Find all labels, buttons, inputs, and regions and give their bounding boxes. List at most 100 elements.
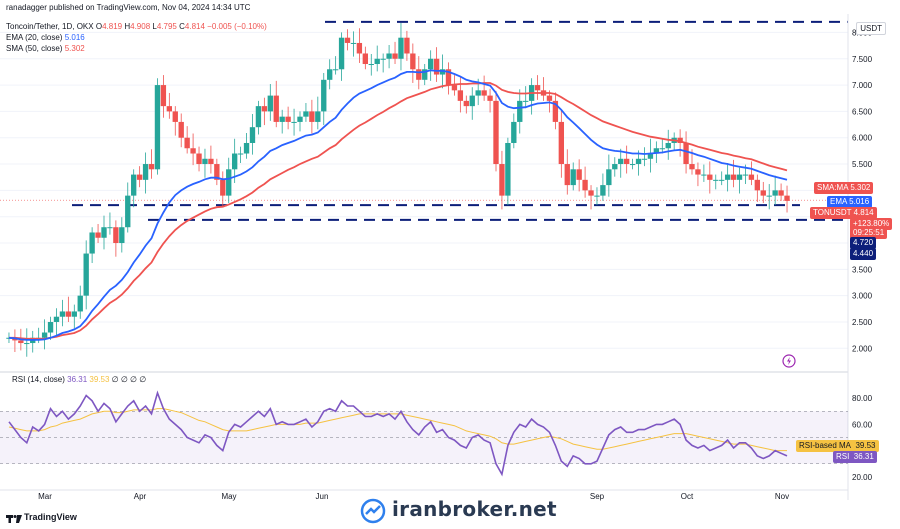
candle-body bbox=[701, 174, 707, 176]
candle-body bbox=[695, 169, 701, 175]
candle-body bbox=[534, 85, 541, 91]
candle-body bbox=[623, 158, 630, 165]
candle-body bbox=[285, 116, 291, 122]
candle-body bbox=[659, 148, 665, 150]
support-tag-2: 4.440 bbox=[850, 248, 877, 260]
countdown-tag: 09:25:51 bbox=[850, 227, 888, 239]
moving-averages bbox=[8, 69, 788, 341]
candle-body bbox=[487, 95, 493, 101]
candle-body bbox=[83, 253, 89, 296]
candle-body bbox=[754, 179, 761, 191]
rsi-tick-label: 80.00 bbox=[852, 394, 873, 403]
support-tag-1: 4.720 bbox=[850, 237, 877, 249]
time-tick-label: Mar bbox=[38, 492, 52, 501]
tradingview-brand: TradingView bbox=[24, 512, 77, 522]
candle-body bbox=[255, 106, 262, 128]
candle-body bbox=[95, 232, 101, 238]
publisher-line: ranadagger published on TradingView.com,… bbox=[6, 3, 251, 12]
price-tick-label: 6.000 bbox=[852, 134, 873, 143]
candle-body bbox=[463, 100, 469, 107]
support-resistance-lines bbox=[0, 20, 848, 221]
candle-body bbox=[107, 227, 113, 229]
candle-body bbox=[71, 311, 77, 317]
price-tick-label: 7.500 bbox=[852, 55, 873, 64]
candle-body bbox=[457, 90, 464, 101]
candle-body bbox=[499, 164, 505, 196]
candle-body bbox=[41, 332, 48, 338]
candle-body bbox=[77, 295, 83, 312]
ema-price-tag: EMA 5.016 bbox=[827, 196, 873, 208]
candle-body bbox=[713, 179, 719, 181]
candle-body bbox=[315, 111, 321, 122]
candle-body bbox=[309, 111, 315, 122]
candle-body bbox=[730, 174, 737, 180]
candle-body bbox=[327, 69, 333, 80]
candle-body bbox=[517, 100, 523, 122]
candle-body bbox=[24, 343, 30, 345]
candle-body bbox=[433, 58, 440, 75]
time-tick-label: May bbox=[221, 492, 236, 501]
ema-legend-label: EMA (20, close) bbox=[6, 33, 63, 42]
currency-selector[interactable]: USDT bbox=[856, 22, 886, 35]
lightning-icon[interactable] bbox=[782, 354, 796, 368]
price-grid bbox=[0, 31, 848, 373]
candle-body bbox=[53, 316, 60, 322]
candle-body bbox=[368, 64, 374, 66]
ema-legend[interactable]: EMA (20, close) 5.016 bbox=[6, 33, 85, 42]
time-tick-label: Nov bbox=[775, 492, 789, 501]
candle-body bbox=[101, 227, 107, 238]
time-tick-label: Sep bbox=[590, 492, 605, 501]
high-label: H bbox=[124, 22, 131, 31]
candle-body bbox=[119, 227, 125, 244]
candle-body bbox=[505, 142, 511, 196]
price-tick-label: 2.000 bbox=[852, 344, 873, 353]
candle-body bbox=[416, 69, 422, 80]
candle-body bbox=[629, 164, 636, 166]
candle-body bbox=[546, 95, 553, 101]
low-label: L bbox=[152, 22, 157, 31]
candle-body bbox=[588, 190, 594, 196]
candle-body bbox=[136, 174, 143, 180]
price-tick-label: 2.500 bbox=[852, 318, 873, 327]
candle-body bbox=[237, 153, 244, 155]
candle-body bbox=[653, 148, 660, 154]
rsi-legend[interactable]: RSI (14, close) 36.31 39.53 ∅ ∅ ∅ ∅ bbox=[12, 375, 146, 384]
open-label: O bbox=[95, 22, 103, 31]
candle-body bbox=[214, 164, 220, 180]
ema-tag-value: 5.016 bbox=[849, 197, 870, 206]
candle-body bbox=[166, 106, 173, 112]
rsi-ma-legend-value: 39.53 bbox=[89, 375, 110, 384]
candle-body bbox=[160, 85, 167, 107]
candle-body bbox=[493, 100, 499, 165]
candle-body bbox=[249, 127, 256, 143]
candle-body bbox=[641, 158, 648, 160]
rsi-tag: RSI 36.31 bbox=[833, 451, 877, 463]
candle-body bbox=[338, 37, 345, 70]
rsi-legend-extra: ∅ ∅ ∅ ∅ bbox=[111, 375, 147, 384]
close-value: 4.814 bbox=[184, 22, 205, 31]
open-value: 4.819 bbox=[102, 22, 123, 31]
rsi-legend-label: RSI (14, close) bbox=[12, 375, 65, 384]
candle-body bbox=[398, 37, 404, 59]
rsi-ma-tag: RSI-based MA 39.53 bbox=[796, 440, 879, 452]
candle-body bbox=[523, 100, 529, 102]
candle-body bbox=[374, 58, 380, 65]
candle-body bbox=[184, 137, 190, 149]
candle-body bbox=[719, 179, 725, 181]
time-axis: Mar Apr May Jun Sep Oct Nov bbox=[0, 489, 848, 501]
candle-body bbox=[392, 53, 398, 59]
candle-body bbox=[267, 95, 273, 112]
candle-body bbox=[760, 190, 766, 196]
candle-body bbox=[47, 321, 54, 333]
candle-body bbox=[558, 121, 565, 165]
candle-body bbox=[208, 158, 214, 165]
sma-legend[interactable]: SMA (50, close) 5.302 bbox=[6, 44, 85, 53]
candle-body bbox=[226, 169, 232, 196]
candle-body bbox=[635, 158, 642, 165]
sma-line bbox=[9, 82, 788, 340]
candle-body bbox=[321, 79, 327, 112]
candle-body bbox=[154, 85, 161, 170]
ema-line bbox=[8, 69, 788, 341]
